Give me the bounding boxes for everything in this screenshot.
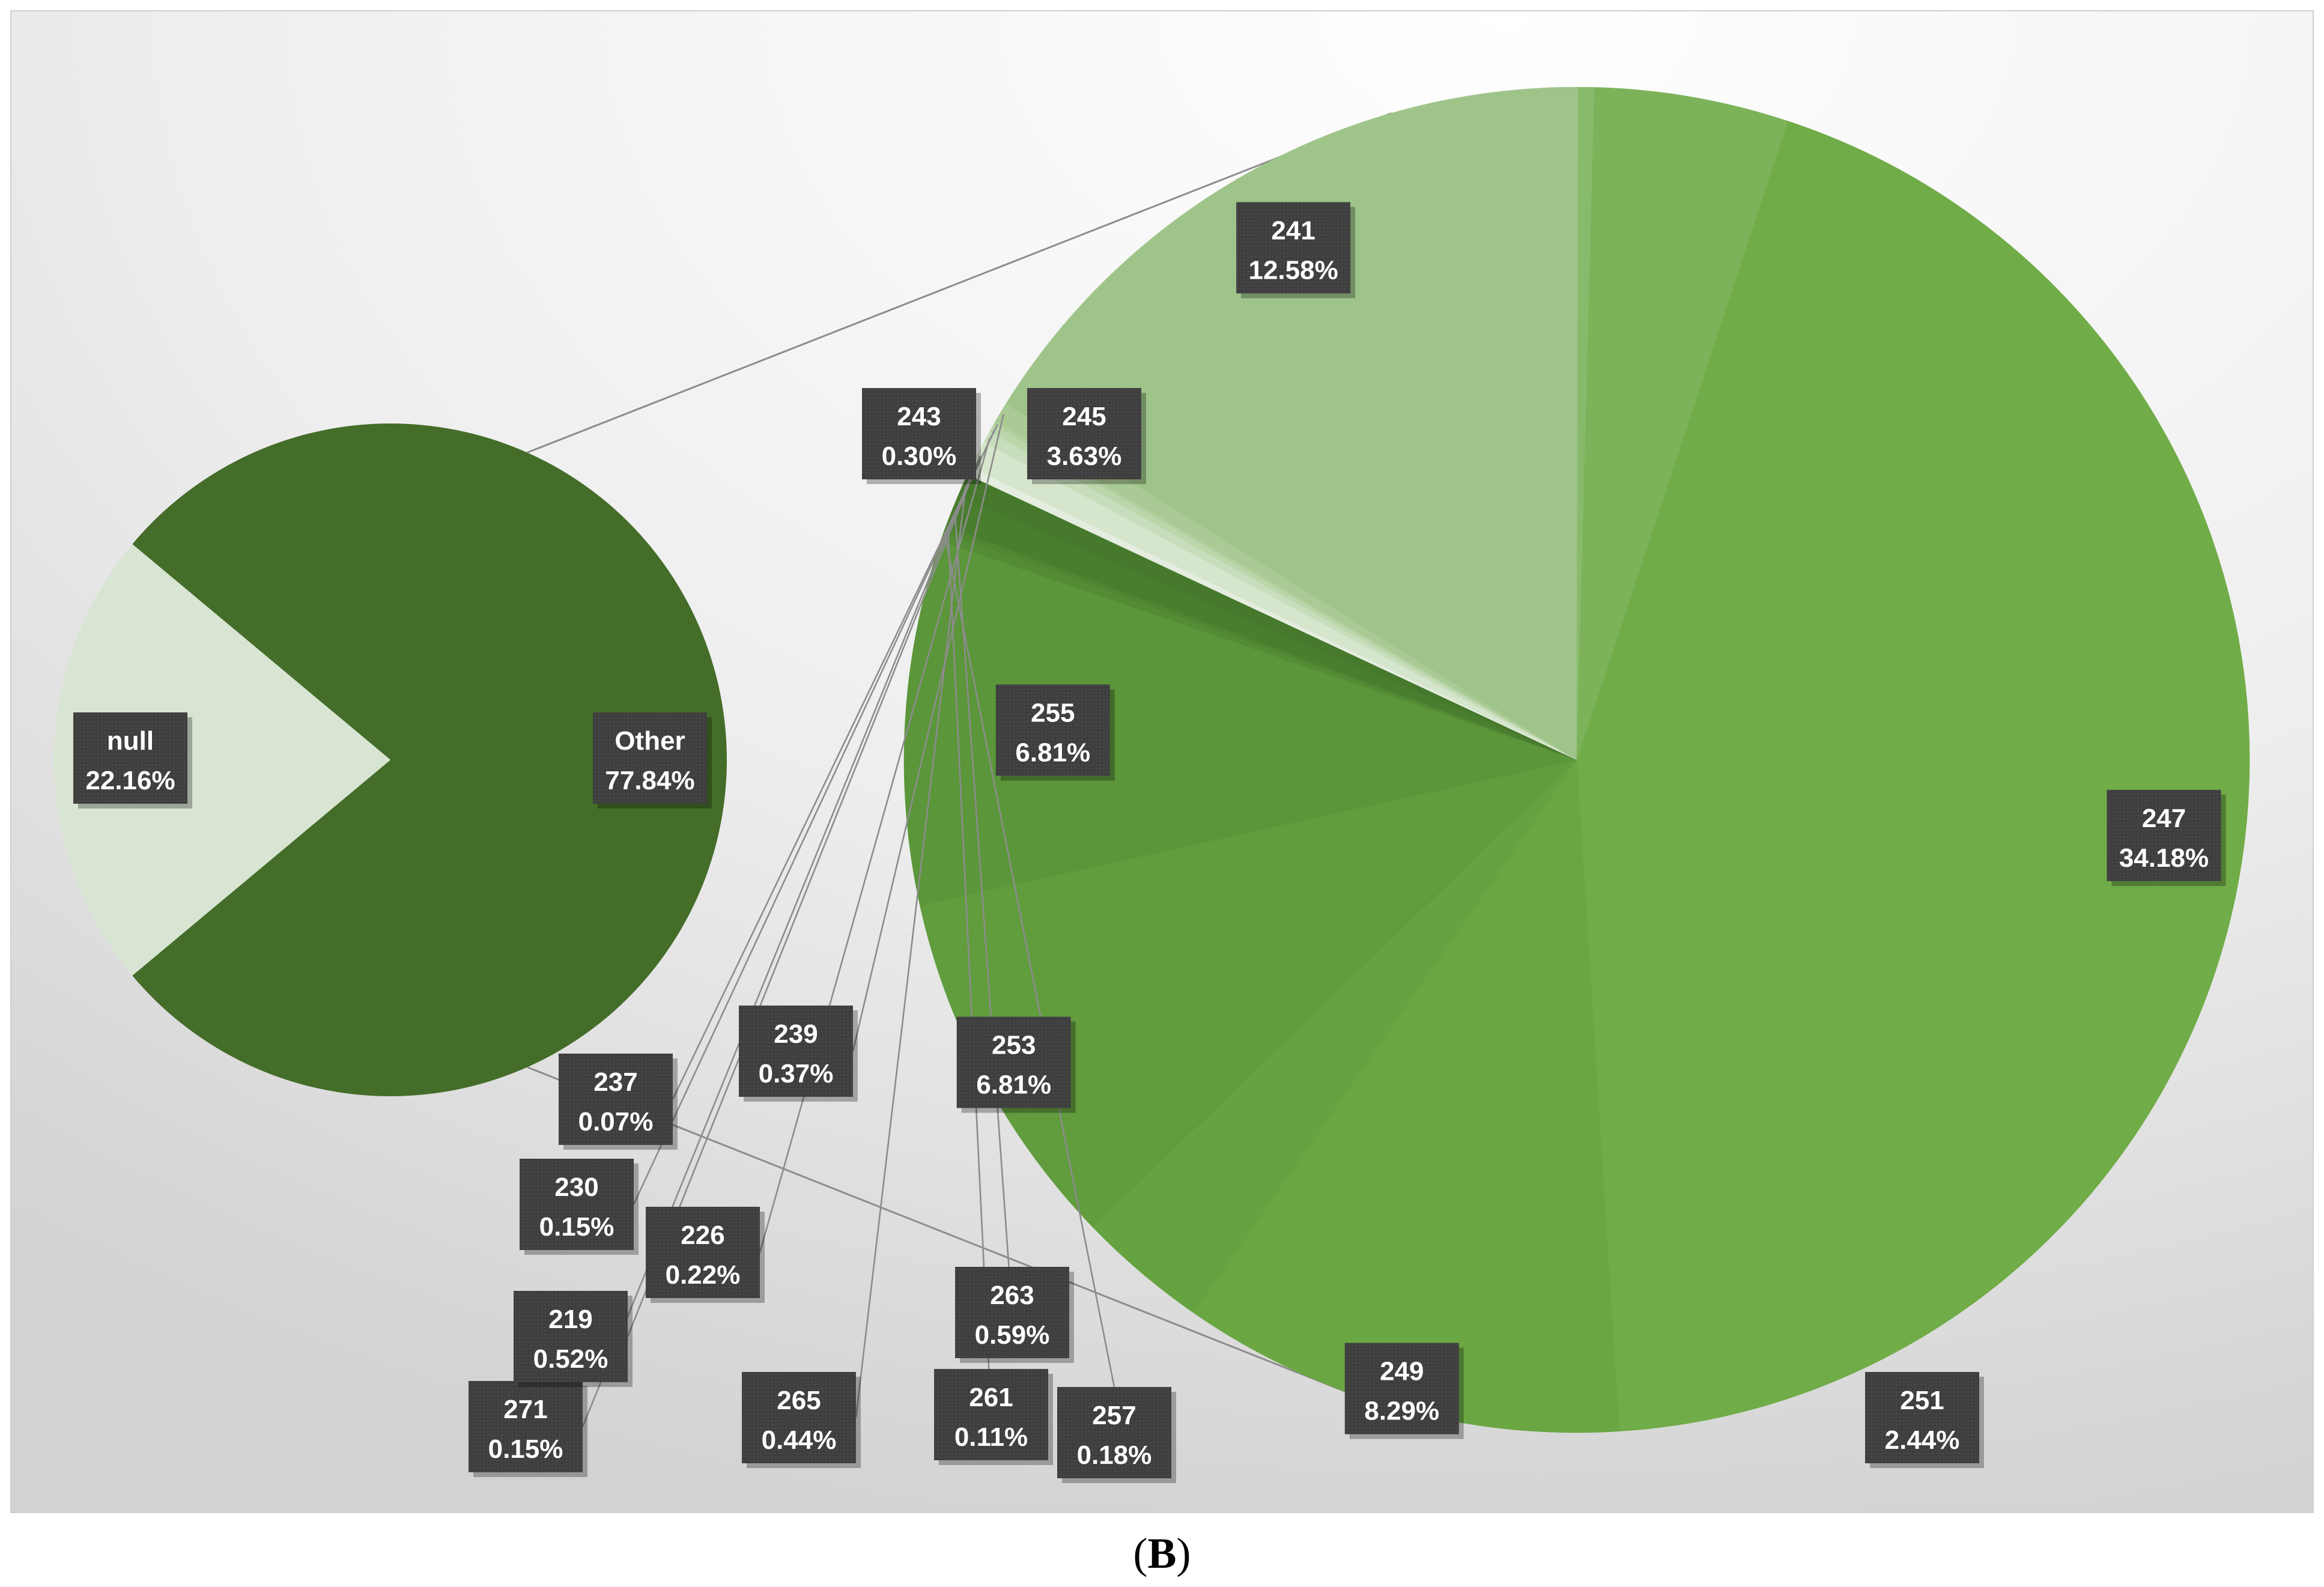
- data-label-percent: 0.59%: [975, 1320, 1050, 1350]
- data-label-category: 261: [969, 1383, 1013, 1412]
- data-label-box: [995, 684, 1110, 776]
- secondary-slice-241: [1006, 86, 1579, 760]
- data-label-247: 247 34.18%: [2107, 789, 2226, 886]
- data-label-category: 241: [1271, 216, 1315, 245]
- data-label-percent: 0.07%: [578, 1107, 654, 1136]
- data-label-percent: 3.63%: [1047, 442, 1122, 471]
- data-label-null: null 22.16%: [73, 712, 192, 809]
- data-label-263: 263 0.59%: [955, 1267, 1074, 1363]
- data-label-box: [593, 712, 707, 804]
- data-label-257: 257 0.18%: [1057, 1387, 1176, 1483]
- connector-line-top: [527, 112, 1392, 454]
- data-label-box: [956, 1016, 1071, 1108]
- data-label-box: [469, 1381, 583, 1472]
- leader-line-239: [852, 414, 1004, 1052]
- data-label-percent: 0.44%: [762, 1425, 837, 1455]
- data-label-box: [646, 1207, 760, 1298]
- data-label-percent: 6.81%: [1015, 738, 1090, 768]
- data-label-box: [955, 1267, 1069, 1358]
- figure-caption: (B): [1133, 1529, 1191, 1577]
- data-label-category: 247: [2142, 804, 2186, 833]
- data-label-percent: 0.11%: [954, 1422, 1028, 1452]
- data-label-category: 243: [897, 402, 941, 431]
- data-label-category: 249: [1380, 1357, 1424, 1386]
- data-label-category: 245: [1062, 402, 1106, 431]
- data-label-percent: 2.44%: [1885, 1425, 1960, 1455]
- data-label-box: [1057, 1387, 1171, 1478]
- data-label-230: 230 0.15%: [520, 1159, 639, 1255]
- primary-slice-other: [132, 423, 727, 1096]
- data-label-box: [1344, 1343, 1459, 1434]
- data-label-box: [934, 1369, 1048, 1460]
- data-label-251: 251 2.44%: [1865, 1372, 1984, 1468]
- data-label-category: 251: [1900, 1386, 1944, 1415]
- data-label-box: [2107, 789, 2221, 881]
- data-label-category: 237: [593, 1067, 637, 1097]
- data-label-category: 255: [1031, 699, 1075, 728]
- data-label-253: 253 6.81%: [956, 1016, 1076, 1113]
- data-label-box: [1236, 202, 1351, 294]
- data-label-box: [514, 1291, 628, 1382]
- data-label-category: 271: [503, 1395, 547, 1424]
- data-label-percent: 0.22%: [666, 1260, 741, 1290]
- data-label-239: 239 0.37%: [739, 1006, 858, 1102]
- data-label-261: 261 0.11%: [934, 1369, 1053, 1465]
- data-label-category: Other: [614, 726, 685, 756]
- data-label-percent: 22.16%: [85, 766, 175, 795]
- data-label-265: 265 0.44%: [742, 1372, 861, 1468]
- leader-line-237: [672, 424, 998, 1100]
- data-label-271: 271 0.15%: [469, 1381, 587, 1477]
- data-label-249: 249 8.29%: [1344, 1343, 1464, 1439]
- data-label-percent: 12.58%: [1248, 255, 1338, 285]
- data-label-243: 243 0.30%: [862, 388, 981, 484]
- data-label-box: [1027, 388, 1141, 479]
- data-label-box: [739, 1006, 853, 1097]
- data-label-percent: 0.15%: [539, 1212, 614, 1242]
- data-label-241: 241 12.58%: [1236, 202, 1356, 299]
- data-label-219: 219 0.52%: [514, 1291, 633, 1387]
- data-label-percent: 34.18%: [2119, 843, 2209, 873]
- data-label-category: 253: [992, 1031, 1036, 1060]
- data-label-category: 239: [774, 1019, 818, 1049]
- data-label-255: 255 6.81%: [995, 684, 1115, 781]
- data-label-box: [73, 712, 187, 804]
- data-label-category: 265: [777, 1386, 821, 1415]
- data-label-category: null: [107, 726, 154, 756]
- secondary-slice-247: [1576, 121, 2250, 1432]
- data-label-percent: 0.37%: [759, 1059, 834, 1088]
- data-label-box: [559, 1054, 673, 1145]
- data-label-percent: 8.29%: [1364, 1397, 1439, 1426]
- leader-line-230: [633, 429, 995, 1205]
- data-label-percent: 0.30%: [882, 442, 957, 471]
- caption-letter: B: [1147, 1529, 1177, 1577]
- data-label-percent: 0.52%: [533, 1344, 608, 1374]
- data-label-other: Other 77.84%: [593, 712, 712, 809]
- primary-slice-null: [53, 544, 390, 976]
- data-label-box: [742, 1372, 856, 1463]
- data-label-percent: 0.18%: [1077, 1440, 1152, 1470]
- data-label-category: 257: [1092, 1401, 1136, 1430]
- data-label-237: 237 0.07%: [559, 1054, 678, 1150]
- data-label-percent: 0.15%: [488, 1434, 563, 1464]
- data-label-category: 230: [554, 1173, 598, 1202]
- data-label-percent: 6.81%: [976, 1070, 1051, 1100]
- data-label-226: 226 0.22%: [646, 1207, 765, 1303]
- data-label-category: 263: [990, 1281, 1034, 1310]
- data-label-category: 226: [681, 1221, 724, 1250]
- data-label-245: 245 3.63%: [1027, 388, 1146, 484]
- data-label-category: 219: [548, 1305, 592, 1334]
- leader-line-265: [855, 487, 966, 1418]
- data-label-box: [862, 388, 976, 479]
- leader-line-219: [627, 455, 981, 1337]
- leader-line-263: [954, 512, 1013, 1313]
- data-label-box: [520, 1159, 634, 1250]
- secondary-slice-245: [1576, 87, 1789, 760]
- leader-line-226: [759, 438, 991, 1253]
- leader-line-257: [944, 537, 1115, 1388]
- data-label-box: [1865, 1372, 1979, 1463]
- data-label-percent: 77.84%: [605, 766, 694, 795]
